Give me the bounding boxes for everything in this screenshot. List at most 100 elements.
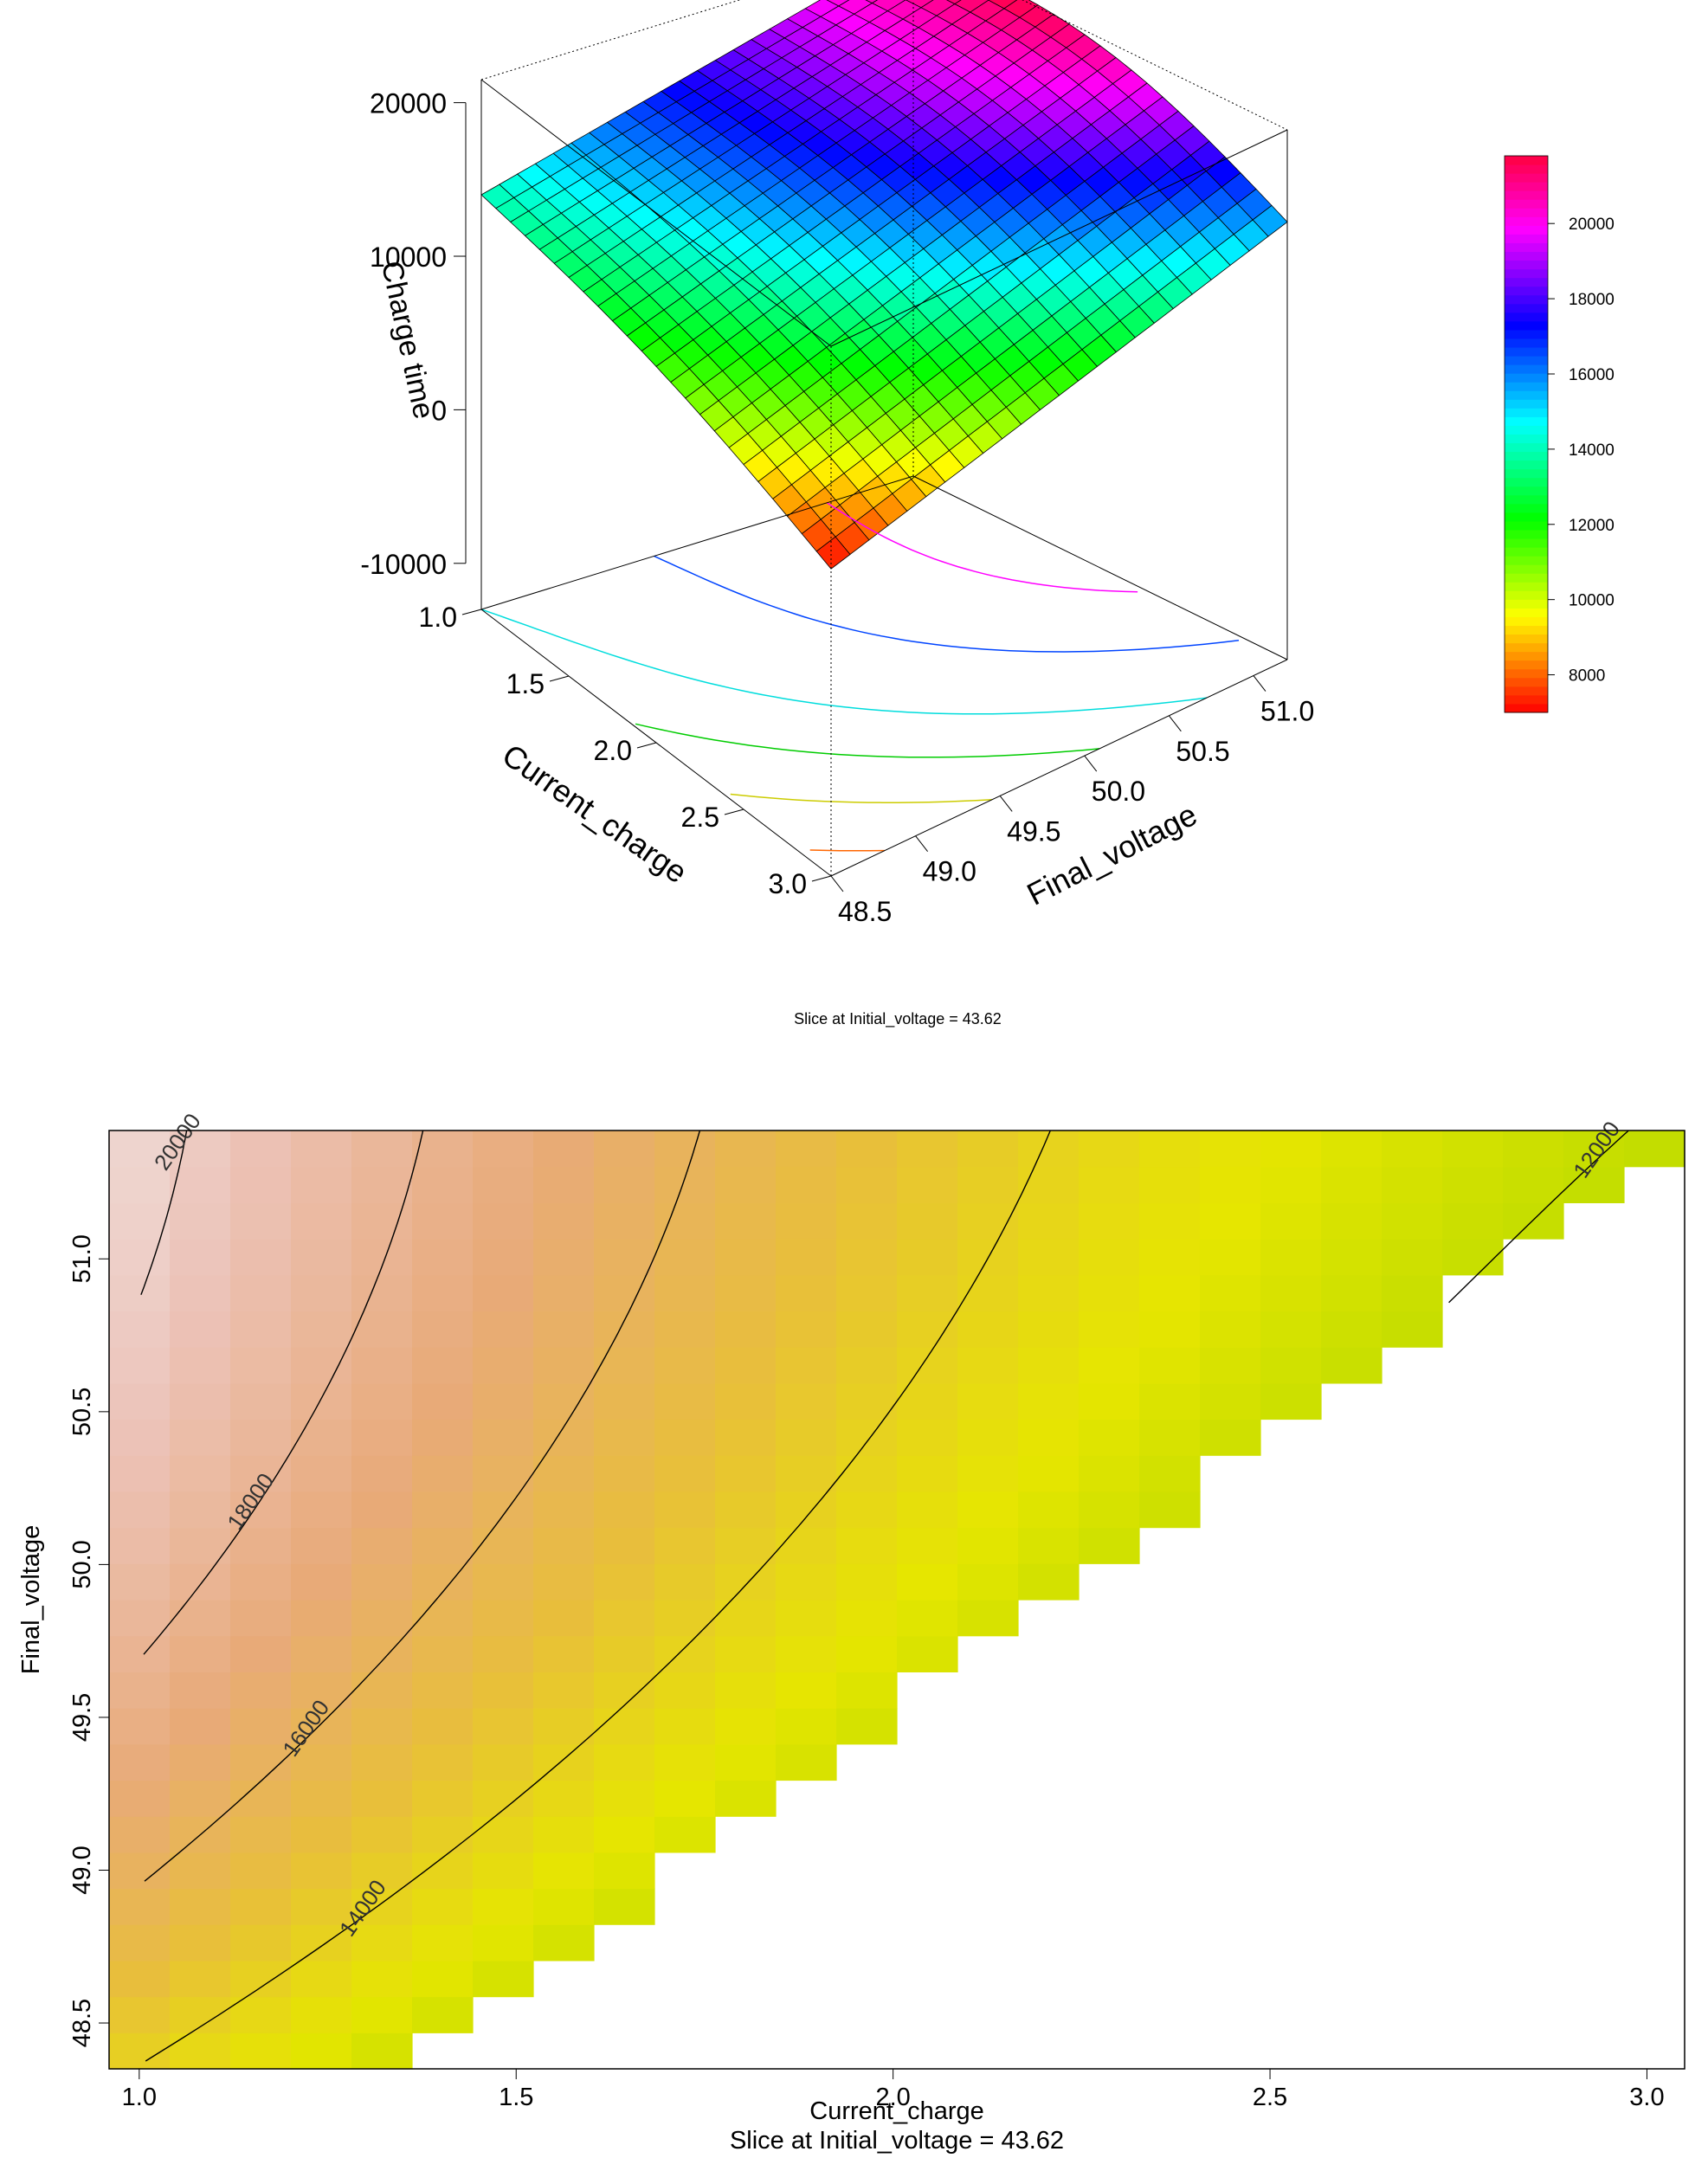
x-tick-label: 1.0	[419, 602, 457, 633]
x-tick-label: 2.5	[681, 802, 719, 833]
colorbar-tick-label: 18000	[1569, 291, 1615, 309]
y-tick-mark	[1084, 755, 1098, 772]
colorbar-swatch	[1505, 520, 1548, 531]
heatmap-y-axis: 48.5 49.0 49.5 50.0 50.5 51.0	[68, 1234, 109, 2047]
heatmap-cell	[412, 1491, 474, 1529]
heatmap-cell	[776, 1419, 837, 1456]
heatmap-cell	[533, 1419, 595, 1456]
surface-facet	[815, 536, 851, 570]
heatmap-cell	[291, 1888, 352, 1925]
heatmap-cell	[533, 1311, 595, 1348]
heatmap-cell	[594, 1239, 655, 1276]
heatmap-cell	[533, 1347, 595, 1384]
heatmap-cell	[473, 1166, 534, 1203]
heatmap-cell	[412, 1672, 474, 1709]
heatmap-cell	[897, 1274, 958, 1312]
colorbar-swatch	[1505, 694, 1548, 705]
heatmap-cell	[1018, 1311, 1080, 1348]
x-tick-mark	[811, 875, 832, 882]
heatmap-cell	[897, 1455, 958, 1492]
heatmap-cell	[170, 1743, 231, 1781]
heatmap-cell	[957, 1563, 1019, 1601]
heatmap-cell	[291, 1131, 352, 1168]
heatmap-cell	[230, 1816, 292, 1853]
heatmap-cell	[109, 1960, 171, 1998]
heatmap-cell	[109, 1347, 171, 1384]
colorbar-swatch	[1505, 338, 1548, 348]
heatmap-cell	[533, 1708, 595, 1745]
heatmap-cell	[897, 1563, 958, 1601]
top-subtitle: Slice at Initial_voltage = 43.62	[794, 1010, 1002, 1028]
heatmap-cell	[473, 1563, 534, 1601]
heatmap-cell	[654, 1131, 716, 1168]
heatmap-cell	[170, 1455, 231, 1492]
heatmap-cell	[473, 1600, 534, 1637]
colorbar-swatch	[1505, 156, 1548, 165]
x-tick-mark	[724, 808, 744, 815]
heatmap-cell	[473, 1816, 534, 1853]
heatmap-cell	[412, 1274, 474, 1312]
heatmap-x-label: Current_charge	[809, 2097, 984, 2125]
floor-contour	[654, 555, 1240, 653]
colorbar-swatch	[1505, 590, 1548, 600]
heatmap-cell	[1079, 1347, 1140, 1384]
heatmap-cell	[1139, 1382, 1201, 1420]
heatmap-cell	[1200, 1274, 1261, 1312]
colorbar-swatch	[1505, 390, 1548, 400]
heatmap-cell	[1200, 1239, 1261, 1276]
heatmap-cell	[351, 1166, 413, 1203]
heatmap-cell	[957, 1202, 1019, 1240]
y-tick-label: 51.0	[1260, 696, 1314, 727]
heatmap-cell	[412, 1131, 474, 1168]
heatmap-subtitle: Slice at Initial_voltage = 43.62	[730, 2127, 1064, 2155]
colorbar-swatch	[1505, 677, 1548, 687]
heatmap-cell	[1139, 1274, 1201, 1312]
heatmap-cell	[715, 1419, 777, 1456]
colorbar-swatch	[1505, 703, 1548, 713]
heatmap-cell	[654, 1563, 716, 1601]
heatmap-cell	[533, 1600, 595, 1637]
z-tick-label: 10000	[370, 242, 447, 273]
heatmap-cell	[897, 1527, 958, 1564]
heatmap-cell	[170, 1491, 231, 1529]
heatmap-cell	[473, 1239, 534, 1276]
heatmap-cell	[473, 1491, 534, 1529]
colorbar-swatch	[1505, 425, 1548, 435]
heatmap-cell	[533, 1274, 595, 1312]
heatmap-cell	[836, 1347, 898, 1384]
colorbar-swatch	[1505, 564, 1548, 574]
heatmap-cell	[291, 1708, 352, 1745]
floor-contour	[826, 502, 1138, 593]
heatmap-cell	[836, 1166, 898, 1203]
heatmap-cell	[533, 1382, 595, 1420]
colorbar-swatch	[1505, 399, 1548, 409]
heatmap-cell	[1321, 1202, 1383, 1240]
heatmap-cell	[170, 1131, 231, 1168]
heatmap-cell	[230, 1924, 292, 1962]
heatmap-cell	[1079, 1274, 1140, 1312]
heatmap-cell	[170, 1527, 231, 1564]
heatmap-cell	[291, 1960, 352, 1998]
heatmap-cell	[351, 1852, 413, 1890]
heatmap-cell	[170, 1419, 231, 1456]
heatmap-cell	[836, 1708, 898, 1745]
colorbar-swatch	[1505, 303, 1548, 313]
heatmap-cell	[1018, 1274, 1080, 1312]
heatmap-cell	[109, 1672, 171, 1709]
heatmap-cell	[836, 1274, 898, 1312]
heatmap-cell	[1079, 1382, 1140, 1420]
heatmap-cell	[230, 1166, 292, 1203]
contour-line	[145, 1130, 1051, 2062]
heatmap-cell	[351, 1960, 413, 1998]
heatmap-cell	[412, 1527, 474, 1564]
plot-box	[480, 0, 1288, 877]
colorbar-swatch	[1505, 668, 1548, 679]
heatmap-cell	[594, 1311, 655, 1348]
heatmap-cell	[594, 1600, 655, 1637]
heatmap-cell	[1018, 1527, 1080, 1564]
heatmap-cell	[715, 1780, 777, 1817]
heatmap-cell	[897, 1166, 958, 1203]
y-tick-mark	[1253, 675, 1266, 692]
heatmap-cell	[291, 1816, 352, 1853]
heatmap-cell	[594, 1274, 655, 1312]
